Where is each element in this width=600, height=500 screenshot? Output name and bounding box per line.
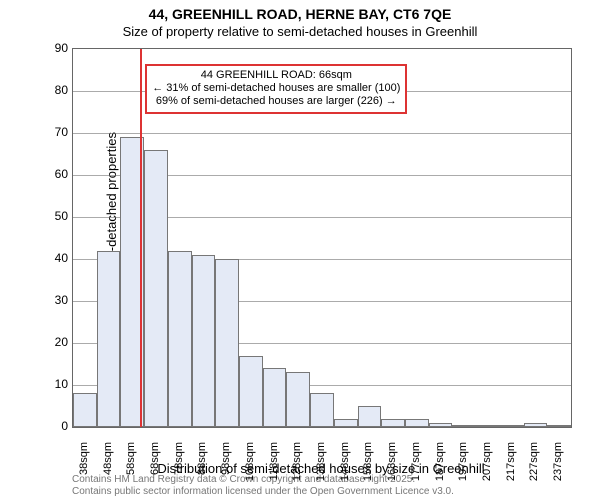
x-tick-label: 98sqm (220, 442, 232, 475)
y-tick-label: 30 (28, 293, 68, 307)
y-tick-label: 50 (28, 209, 68, 223)
histogram-bar (358, 406, 382, 427)
histogram-bar (405, 419, 429, 427)
chart-figure: 44, GREENHILL ROAD, HERNE BAY, CT6 7QE S… (0, 0, 600, 500)
chart-title-line1: 44, GREENHILL ROAD, HERNE BAY, CT6 7QE (0, 6, 600, 22)
y-tick-label: 80 (28, 83, 68, 97)
x-tick-label: 158sqm (362, 442, 374, 481)
x-tick-label: 237sqm (552, 442, 564, 481)
histogram-bar (168, 251, 192, 427)
y-tick-label: 40 (28, 251, 68, 265)
annotation-box: 44 GREENHILL ROAD: 66sqm← 31% of semi-de… (145, 64, 407, 114)
y-tick-label: 10 (28, 377, 68, 391)
x-tick-label: 108sqm (244, 442, 256, 481)
histogram-bar (239, 356, 263, 427)
x-tick-label: 148sqm (339, 442, 351, 481)
x-tick-label: 227sqm (528, 442, 540, 481)
x-tick-label: 187sqm (434, 442, 446, 481)
x-tick-label: 48sqm (102, 442, 114, 475)
histogram-bar (286, 372, 310, 427)
histogram-bar (310, 393, 334, 427)
histogram-bar (452, 425, 476, 427)
histogram-bar (192, 255, 216, 427)
x-tick-label: 38sqm (78, 442, 90, 475)
chart-title-line2: Size of property relative to semi-detach… (0, 24, 600, 39)
histogram-bar (144, 150, 168, 427)
histogram-bar (215, 259, 239, 427)
x-tick-label: 217sqm (505, 442, 517, 481)
histogram-bar (263, 368, 287, 427)
y-tick-label: 0 (28, 419, 68, 433)
histogram-bar (524, 423, 548, 427)
reference-line (140, 49, 142, 427)
histogram-bar (500, 425, 524, 427)
histogram-bar (381, 419, 405, 427)
gridline (73, 133, 571, 134)
histogram-bar (476, 425, 500, 427)
x-tick-label: 78sqm (173, 442, 185, 475)
y-tick-label: 60 (28, 167, 68, 181)
y-tick-label: 90 (28, 41, 68, 55)
x-tick-label: 197sqm (457, 442, 469, 481)
x-tick-label: 118sqm (268, 442, 280, 480)
histogram-bar (334, 419, 358, 427)
x-tick-label: 177sqm (410, 442, 422, 481)
x-tick-label: 168sqm (386, 442, 398, 481)
x-tick-label: 138sqm (315, 442, 327, 481)
histogram-bar (97, 251, 121, 427)
x-tick-label: 58sqm (125, 442, 137, 475)
histogram-bar (429, 423, 453, 427)
x-tick-label: 88sqm (196, 442, 208, 475)
x-tick-label: 128sqm (291, 442, 303, 481)
histogram-bar (73, 393, 97, 427)
y-tick-label: 70 (28, 125, 68, 139)
plot-area: 44 GREENHILL ROAD: 66sqm← 31% of semi-de… (72, 48, 572, 428)
x-tick-label: 207sqm (481, 442, 493, 481)
y-tick-label: 20 (28, 335, 68, 349)
x-tick-label: 68sqm (149, 442, 161, 475)
histogram-bar (547, 425, 571, 427)
